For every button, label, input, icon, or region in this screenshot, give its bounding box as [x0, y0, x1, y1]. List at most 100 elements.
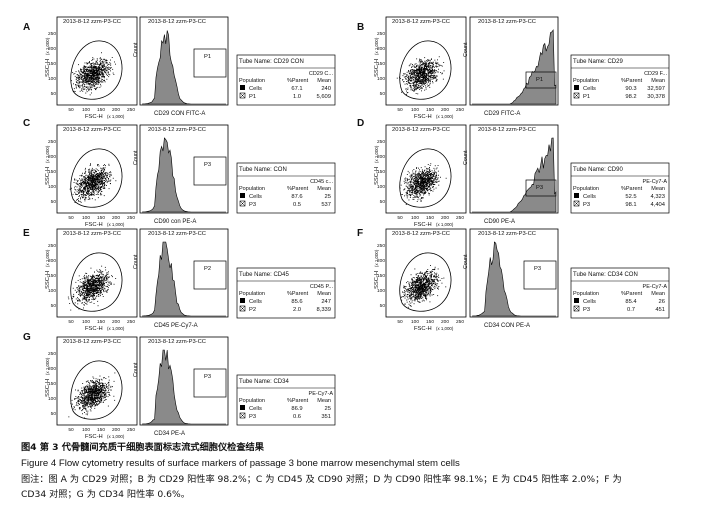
event-dot — [422, 77, 424, 78]
event-dot — [422, 191, 424, 193]
event-dot — [94, 186, 96, 188]
table-frame — [570, 54, 670, 106]
event-dot — [96, 69, 98, 71]
event-dot — [96, 295, 98, 297]
event-dot — [406, 180, 408, 182]
event-dot — [414, 289, 416, 290]
event-dot — [420, 68, 422, 70]
event-dot — [96, 177, 98, 179]
event-dot — [87, 181, 89, 183]
x-axis-exponent: (x 1,000) — [107, 222, 125, 227]
event-dot — [423, 186, 425, 188]
event-dot — [418, 67, 419, 69]
event-dot — [421, 77, 423, 78]
event-dot — [98, 82, 100, 84]
event-dot — [78, 286, 80, 287]
event-dot — [101, 182, 103, 183]
event-dot — [406, 183, 408, 185]
event-dot — [98, 75, 100, 77]
event-dot — [433, 167, 435, 169]
event-dot — [410, 71, 412, 73]
event-dot — [105, 274, 107, 276]
event-dot — [99, 186, 101, 188]
event-dot — [437, 178, 439, 180]
event-dot — [428, 177, 430, 179]
event-dot — [425, 82, 427, 83]
event-dot — [411, 83, 413, 84]
event-dot — [85, 302, 87, 304]
event-dot — [424, 190, 426, 192]
event-dot — [423, 183, 425, 184]
event-dot — [94, 79, 96, 81]
event-dot — [95, 80, 97, 82]
row-parent: 90.3 — [625, 86, 636, 92]
event-dot — [417, 173, 418, 175]
event-dot — [80, 197, 81, 199]
event-dot — [98, 187, 100, 189]
event-dot — [429, 79, 431, 81]
event-dot — [93, 76, 94, 78]
y-axis-label: SSC-H — [374, 167, 380, 185]
header-mean: Mean — [317, 291, 331, 297]
event-dot — [105, 69, 107, 71]
event-dot — [415, 174, 416, 176]
event-dot — [93, 282, 94, 284]
event-dot — [89, 61, 90, 62]
event-dot — [86, 289, 87, 291]
event-dot — [431, 174, 433, 175]
event-dot — [100, 292, 102, 294]
event-dot — [410, 78, 412, 80]
event-dot — [406, 178, 408, 180]
event-dot — [408, 178, 410, 180]
event-dot — [90, 288, 92, 290]
event-dot — [413, 185, 415, 187]
event-dot — [102, 172, 104, 174]
event-dot — [96, 284, 98, 286]
event-dot — [85, 282, 87, 283]
event-dot — [97, 78, 99, 80]
event-dot — [98, 294, 100, 295]
event-dot — [431, 270, 433, 272]
event-dot — [415, 182, 416, 184]
event-dot — [430, 66, 432, 68]
event-dot — [415, 72, 416, 73]
event-dot — [426, 78, 428, 80]
event-dot — [433, 186, 434, 187]
event-dot — [92, 187, 94, 189]
x-tick-label: 250 — [456, 107, 464, 113]
event-dot — [437, 170, 439, 172]
event-dot — [89, 294, 91, 296]
event-dot — [93, 279, 95, 281]
event-dot — [89, 88, 91, 90]
event-dot — [81, 302, 83, 304]
event-dot — [78, 196, 80, 197]
event-dot — [108, 282, 110, 284]
event-dot — [103, 187, 105, 189]
event-dot — [100, 81, 102, 83]
event-dot — [432, 289, 434, 291]
event-dot — [437, 71, 439, 73]
event-dot — [75, 85, 77, 87]
event-dot — [101, 289, 103, 290]
event-dot — [107, 273, 108, 275]
event-dot — [89, 294, 91, 296]
event-dot — [99, 276, 101, 278]
event-dot — [100, 188, 102, 190]
event-dot — [434, 70, 436, 72]
event-dot — [87, 286, 88, 287]
event-dot — [412, 72, 413, 74]
event-dot — [417, 196, 419, 198]
event-dot — [427, 178, 429, 180]
event-dot — [438, 68, 439, 70]
event-dot — [429, 80, 431, 82]
event-dot — [91, 289, 93, 291]
event-dot — [419, 69, 421, 71]
event-dot — [90, 173, 92, 175]
event-dot — [77, 199, 78, 200]
event-dot — [87, 278, 89, 280]
event-dot — [98, 284, 100, 286]
event-dot — [81, 184, 82, 185]
event-dot — [423, 293, 425, 295]
event-dot — [418, 181, 419, 182]
